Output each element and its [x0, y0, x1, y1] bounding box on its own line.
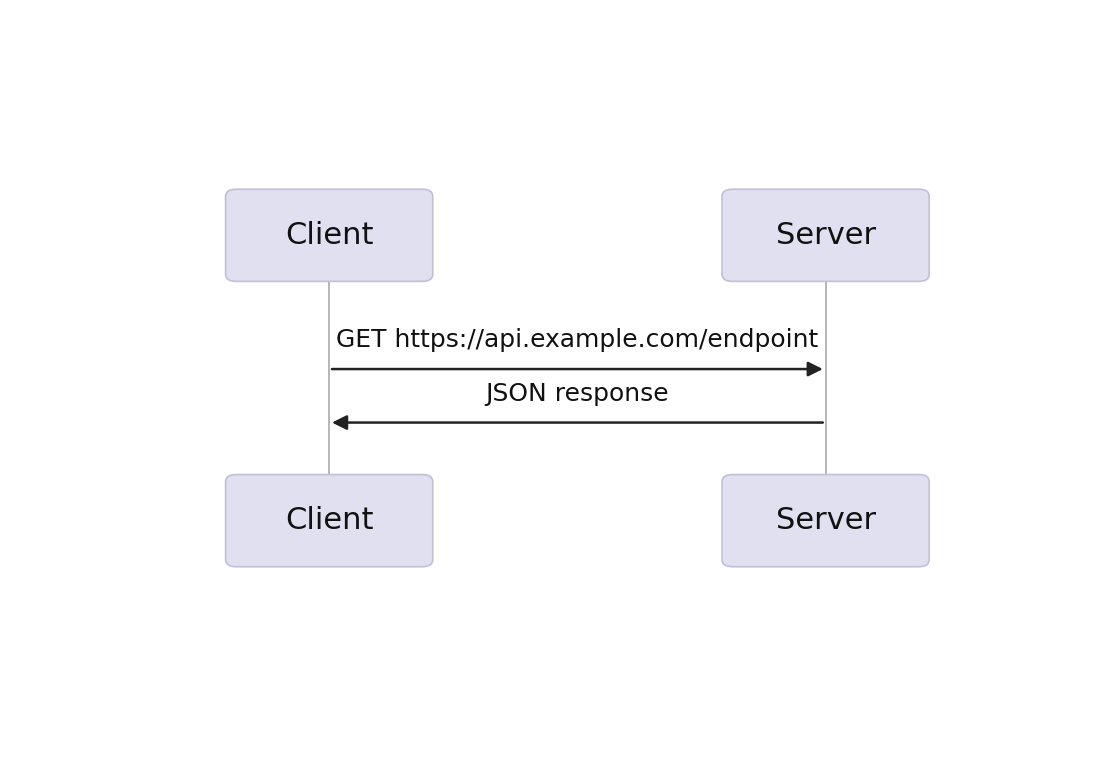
FancyBboxPatch shape [722, 475, 929, 567]
FancyBboxPatch shape [722, 189, 929, 281]
Text: JSON response: JSON response [486, 382, 670, 406]
Text: Server: Server [775, 221, 876, 250]
Text: Client: Client [285, 506, 373, 535]
FancyBboxPatch shape [225, 475, 432, 567]
Text: Server: Server [775, 506, 876, 535]
Text: GET https://api.example.com/endpoint: GET https://api.example.com/endpoint [336, 328, 819, 352]
Text: Client: Client [285, 221, 373, 250]
FancyBboxPatch shape [225, 189, 432, 281]
